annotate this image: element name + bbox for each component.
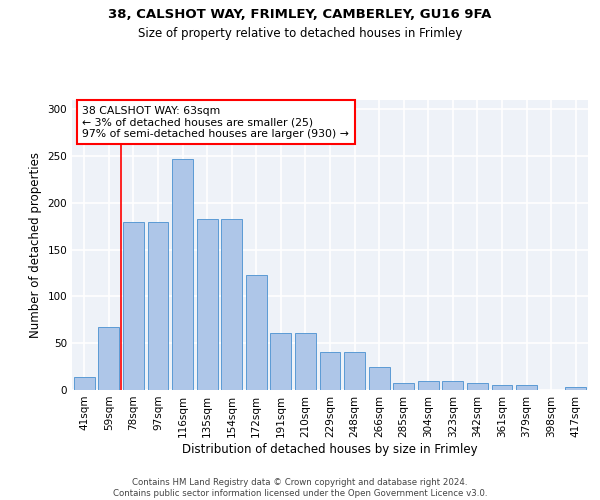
Bar bbox=[221, 219, 242, 390]
Bar bbox=[197, 219, 218, 390]
Bar bbox=[368, 366, 389, 390]
Bar bbox=[467, 384, 488, 390]
Text: Distribution of detached houses by size in Frimley: Distribution of detached houses by size … bbox=[182, 442, 478, 456]
Text: Size of property relative to detached houses in Frimley: Size of property relative to detached ho… bbox=[138, 28, 462, 40]
Bar bbox=[271, 333, 292, 390]
Bar bbox=[148, 222, 169, 390]
Bar bbox=[74, 377, 95, 390]
Bar bbox=[344, 352, 365, 390]
Bar bbox=[516, 386, 537, 390]
Text: 38, CALSHOT WAY, FRIMLEY, CAMBERLEY, GU16 9FA: 38, CALSHOT WAY, FRIMLEY, CAMBERLEY, GU1… bbox=[109, 8, 491, 20]
Bar bbox=[565, 387, 586, 390]
Y-axis label: Number of detached properties: Number of detached properties bbox=[29, 152, 42, 338]
Bar bbox=[172, 159, 193, 390]
Bar bbox=[393, 382, 414, 390]
Bar bbox=[418, 380, 439, 390]
Text: 38 CALSHOT WAY: 63sqm
← 3% of detached houses are smaller (25)
97% of semi-detac: 38 CALSHOT WAY: 63sqm ← 3% of detached h… bbox=[82, 106, 349, 139]
Bar bbox=[491, 386, 512, 390]
Bar bbox=[246, 275, 267, 390]
Bar bbox=[123, 222, 144, 390]
Bar bbox=[295, 333, 316, 390]
Text: Contains HM Land Registry data © Crown copyright and database right 2024.
Contai: Contains HM Land Registry data © Crown c… bbox=[113, 478, 487, 498]
Bar bbox=[98, 328, 119, 390]
Bar bbox=[320, 352, 340, 390]
Bar bbox=[442, 380, 463, 390]
